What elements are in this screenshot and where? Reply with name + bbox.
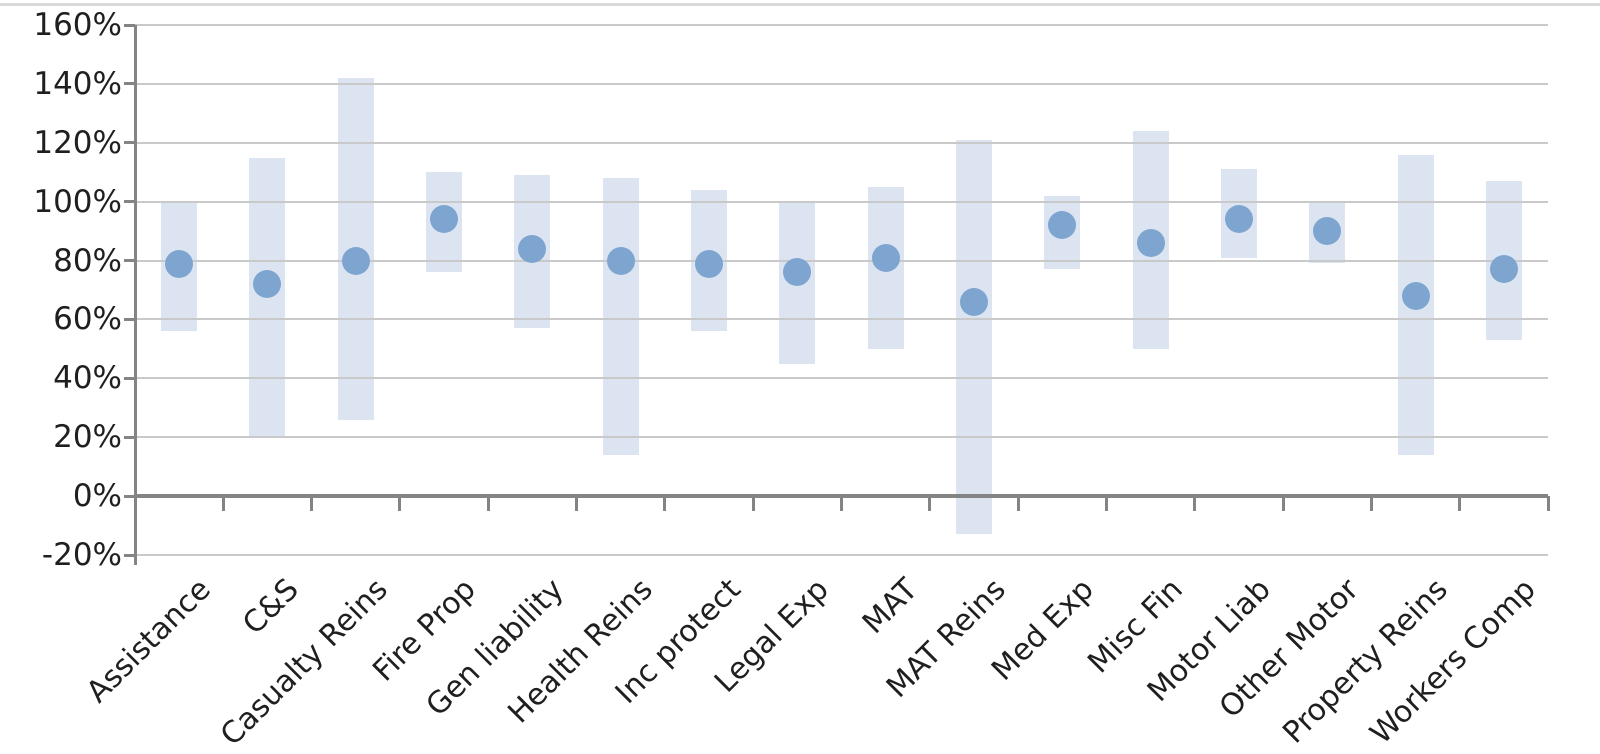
x-axis-tick xyxy=(1458,496,1462,512)
x-axis-tick xyxy=(1016,496,1020,512)
range-bar xyxy=(955,139,992,535)
x-axis-tick xyxy=(751,496,755,512)
dot-marker xyxy=(1224,205,1253,234)
dot-marker xyxy=(695,249,724,278)
x-axis-category-label: Workers Comp xyxy=(1363,572,1543,752)
y-axis-tick xyxy=(124,82,135,86)
dot-marker xyxy=(783,258,812,287)
dot-marker xyxy=(1401,281,1430,310)
gridline xyxy=(135,318,1548,321)
gridline xyxy=(135,200,1548,203)
x-axis-tick xyxy=(928,496,932,512)
y-axis-label: 120% xyxy=(33,124,122,161)
x-axis-tick xyxy=(840,496,843,512)
x-axis-tick xyxy=(486,496,490,512)
y-axis-label: 40% xyxy=(53,360,122,397)
y-axis-label: 140% xyxy=(33,65,122,102)
x-axis-tick xyxy=(310,496,314,512)
x-axis-tick xyxy=(1369,496,1373,512)
x-axis-category-label: C&S xyxy=(236,572,307,642)
y-axis-tick xyxy=(124,200,135,204)
top-border-rule xyxy=(0,3,1600,6)
x-axis-category-label: MAT xyxy=(855,572,925,641)
gridline xyxy=(135,259,1548,262)
dot-marker xyxy=(1048,211,1077,240)
x-axis-category-label: Assistance xyxy=(80,572,218,710)
gridline xyxy=(135,436,1548,439)
dot-marker xyxy=(1313,217,1342,246)
dot-marker xyxy=(871,243,900,272)
y-axis-tick xyxy=(124,376,135,380)
x-axis-tick xyxy=(1546,496,1550,512)
x-axis-tick xyxy=(133,496,137,512)
y-axis-label: 100% xyxy=(33,183,122,220)
gridline xyxy=(135,24,1548,26)
x-axis-tick xyxy=(663,496,667,512)
x-axis-tick xyxy=(398,496,402,512)
x-axis-tick xyxy=(575,496,579,512)
x-axis-tick xyxy=(1104,496,1108,512)
dot-marker xyxy=(1489,255,1518,284)
y-axis-label: -20% xyxy=(41,537,122,573)
y-axis-tick xyxy=(124,317,135,321)
gridline xyxy=(135,377,1548,380)
y-axis-tick xyxy=(124,141,135,145)
y-axis-label: 60% xyxy=(53,301,122,338)
range-bar xyxy=(602,178,639,455)
y-axis-tick xyxy=(124,23,135,27)
y-axis-tick xyxy=(124,435,135,439)
y-axis-label: 80% xyxy=(53,242,122,279)
dot-marker xyxy=(518,234,547,263)
dot-marker xyxy=(430,205,459,234)
gridline xyxy=(135,141,1548,144)
y-axis-tick xyxy=(124,553,135,557)
gridline xyxy=(135,554,1548,556)
y-axis-label: 20% xyxy=(53,419,122,456)
x-axis-tick xyxy=(1281,496,1285,512)
dot-marker xyxy=(253,270,282,299)
gridline xyxy=(135,82,1548,85)
dot-marker xyxy=(606,246,635,275)
x-axis-tick xyxy=(1193,496,1197,512)
x-axis-tick xyxy=(221,496,225,512)
y-axis-label: 0% xyxy=(72,478,122,515)
y-axis-label: 160% xyxy=(33,7,122,43)
dot-marker xyxy=(341,246,370,275)
dot-marker xyxy=(959,287,988,316)
y-axis-tick xyxy=(124,494,135,498)
dot-marker xyxy=(1136,228,1165,257)
y-axis-tick xyxy=(124,259,135,263)
dot-marker xyxy=(165,249,194,278)
y-axis-line xyxy=(134,25,137,565)
